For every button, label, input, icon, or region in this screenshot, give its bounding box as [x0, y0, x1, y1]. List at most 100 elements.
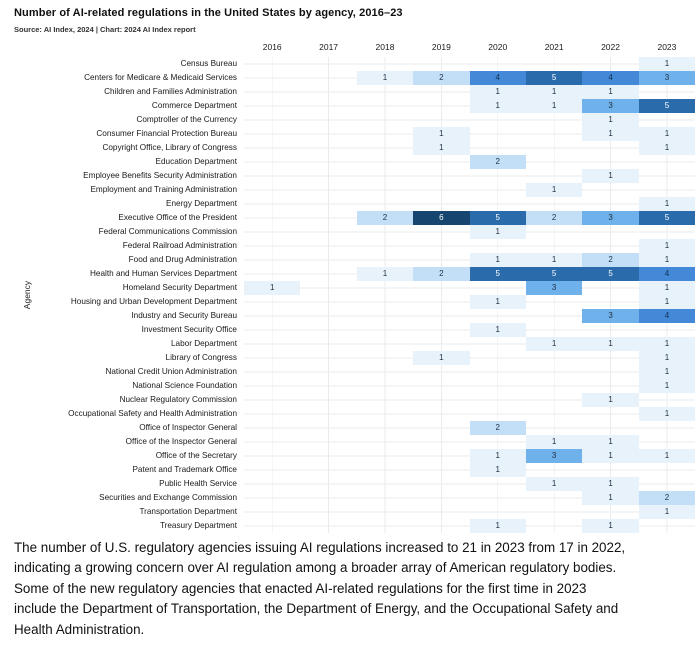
heatmap-cell: 6 [413, 211, 470, 225]
heatmap-cell [300, 85, 356, 99]
heatmap-cell: 1 [525, 183, 583, 197]
y-axis-label: Agency [22, 280, 32, 310]
agency-label: National Science Foundation [132, 381, 237, 390]
heatmap-row: Library of Congress 1 1 [0, 351, 700, 365]
heatmap-cell [244, 183, 300, 197]
heatmap-cell: 1 [638, 127, 696, 141]
heatmap-cell [357, 519, 413, 533]
heatmap-cell [526, 505, 582, 519]
heatmap-cell: 5 [525, 71, 583, 85]
heatmap-cell: 5 [638, 99, 696, 113]
heatmap-row: Securities and Exchange Commission 1 2 [0, 491, 700, 505]
heatmap-row: Energy Department 1 [0, 197, 700, 211]
heatmap-cell [244, 323, 300, 337]
heatmap-cell: 1 [469, 323, 526, 337]
heatmap-cell [526, 113, 582, 127]
heatmap-cell: 1 [638, 239, 696, 253]
heatmap-cell [300, 99, 356, 113]
heatmap-cell: 5 [638, 211, 696, 225]
heatmap-cell [357, 477, 413, 491]
heatmap-row: Children and Families Administration 1 1 1 [0, 85, 700, 99]
heatmap-cell: 2 [525, 211, 583, 225]
heatmap-cell [300, 491, 356, 505]
heatmap-cell [526, 169, 582, 183]
agency-label: Treasury Department [159, 521, 237, 530]
heatmap-cell [357, 127, 413, 141]
heatmap-cell [244, 113, 300, 127]
heatmap-cell: 5 [469, 267, 526, 281]
heatmap-cell: 1 [638, 337, 696, 351]
heatmap-cell: 1 [638, 351, 696, 365]
heatmap-cell: 1 [525, 99, 583, 113]
heatmap-cell [470, 491, 526, 505]
heatmap-chart: Agency 2016 2017 2018 2019 2020 2021 2022 2023 … [0, 41, 700, 533]
heatmap-cell: 2 [356, 211, 414, 225]
heatmap-cell [357, 463, 413, 477]
heatmap-cell: 1 [638, 281, 696, 295]
heatmap-cell [300, 323, 356, 337]
heatmap-cell [300, 57, 356, 71]
heatmap-cell [244, 71, 300, 85]
heatmap-cell: 2 [469, 155, 526, 169]
heatmap-row: Homeland Security Department 1 3 1 [0, 281, 700, 295]
heatmap-cell [413, 337, 469, 351]
agency-label: Occupational Safety and Health Administr… [68, 409, 237, 418]
heatmap-cell [413, 463, 469, 477]
heatmap-cell: 1 [525, 85, 583, 99]
agency-label: Centers for Medicare & Medicaid Services [84, 73, 237, 82]
heatmap-cell [357, 351, 413, 365]
heatmap-cell: 1 [638, 141, 696, 155]
heatmap-row: National Science Foundation 1 [0, 379, 700, 393]
heatmap-cell: 1 [582, 519, 639, 533]
agency-label: Education Department [155, 157, 237, 166]
heatmap-cell [413, 477, 469, 491]
heatmap-cell [357, 225, 413, 239]
heatmap-grid: Census Bureau 1 Centers for Medicare & Med… [0, 57, 700, 533]
heatmap-cell [357, 239, 413, 253]
heatmap-cell [357, 99, 413, 113]
heatmap-row: Executive Office of the President 2 6 5 2 3 5 [0, 211, 700, 225]
heatmap-cell [582, 197, 638, 211]
heatmap-cell [639, 463, 695, 477]
heatmap-cell [526, 491, 582, 505]
heatmap-cell [244, 155, 300, 169]
heatmap-cell [582, 505, 638, 519]
heatmap-cell: 1 [525, 435, 583, 449]
heatmap-cell: 2 [413, 267, 470, 281]
heatmap-cell [244, 421, 300, 435]
heatmap-cell: 4 [582, 71, 639, 85]
x-tick-2022: 2022 [601, 42, 620, 52]
heatmap-row: Nuclear Regulatory Commission 1 [0, 393, 700, 407]
heatmap-cell [413, 197, 469, 211]
heatmap-cell [413, 435, 469, 449]
heatmap-cell: 1 [582, 477, 639, 491]
agency-label: Employment and Training Administration [90, 185, 237, 194]
heatmap-cell [357, 169, 413, 183]
heatmap-row: Consumer Financial Protection Bureau 1 1 1 [0, 127, 700, 141]
heatmap-cell [357, 407, 413, 421]
heatmap-cell [300, 113, 356, 127]
heatmap-cell [300, 519, 356, 533]
heatmap-cell [300, 267, 356, 281]
heatmap-cell: 3 [582, 309, 639, 323]
heatmap-row: Labor Department 1 1 1 [0, 337, 700, 351]
heatmap-cell [413, 379, 469, 393]
heatmap-cell [300, 225, 356, 239]
heatmap-cell: 3 [638, 71, 696, 85]
heatmap-cell: 1 [582, 393, 639, 407]
heatmap-cell [300, 337, 356, 351]
heatmap-cell [413, 183, 469, 197]
heatmap-cell [413, 57, 469, 71]
heatmap-cell [582, 141, 638, 155]
agency-label: Census Bureau [180, 59, 237, 68]
heatmap-cell [413, 505, 469, 519]
agency-label: Federal Railroad Administration [122, 241, 237, 250]
heatmap-cell: 5 [469, 211, 526, 225]
heatmap-cell [244, 309, 300, 323]
heatmap-cell [639, 393, 695, 407]
